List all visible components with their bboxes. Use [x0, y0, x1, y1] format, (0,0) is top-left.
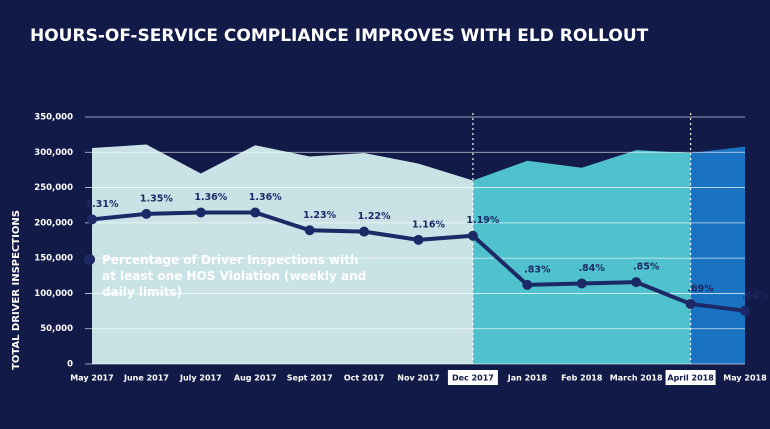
data-label: .69%	[687, 283, 714, 294]
x-tick-label: Nov 2017	[397, 374, 439, 383]
y-tick-label: 0	[67, 360, 73, 370]
point	[685, 298, 696, 309]
point	[87, 214, 97, 225]
point	[304, 225, 315, 236]
data-label: .84%	[579, 263, 606, 274]
x-tick-label: Sept 2017	[287, 374, 333, 383]
y-tick-label: 200,000	[34, 218, 73, 228]
x-tick-label: Oct 2017	[344, 374, 384, 383]
x-tick-label: Aug 2017	[234, 374, 277, 383]
y-tick-label: 150,000	[34, 254, 73, 264]
point	[141, 208, 152, 219]
data-label: .85%	[633, 262, 660, 273]
legend-marker	[84, 254, 95, 265]
point	[522, 279, 533, 290]
point	[576, 278, 587, 289]
y-tick-label: 350,000	[34, 113, 73, 123]
x-tick-label: June 2017	[123, 374, 169, 383]
point	[631, 277, 642, 288]
area	[92, 144, 745, 364]
legend: Percentage of Driver Inspections with at…	[84, 252, 374, 300]
legend-label: Percentage of Driver Inspections with at…	[102, 253, 367, 299]
y-tick-label: 100,000	[34, 289, 73, 299]
y-axis-label: TOTAL DRIVER INSPECTIONS	[11, 210, 22, 370]
x-tick-label: July 2017	[179, 374, 222, 383]
data-label: 1.36%	[249, 192, 282, 203]
data-label: 1.16%	[412, 219, 445, 230]
point	[740, 305, 750, 316]
data-label: 1.19%	[466, 215, 499, 226]
data-label: 1.36%	[194, 192, 227, 203]
x-tick-label: May 2018	[723, 374, 767, 383]
y-tick-label: 300,000	[34, 148, 73, 158]
data-label: .83%	[524, 264, 551, 275]
data-label: .64%	[742, 290, 769, 301]
data-label: 1.35%	[140, 193, 173, 204]
y-tick-label: 250,000	[34, 183, 73, 193]
x-tick-highlight	[665, 370, 716, 385]
x-tick-highlight	[447, 370, 498, 385]
data-label: 1.23%	[303, 210, 336, 221]
x-tick-label: Jan 2018	[507, 374, 548, 383]
data-label: 1.31%	[86, 199, 119, 210]
point	[359, 226, 370, 237]
point	[413, 234, 424, 245]
x-tick-label: Feb 2018	[561, 374, 603, 383]
data-label: 1.22%	[358, 211, 391, 222]
x-tick-label: Dec 2017	[452, 374, 494, 383]
point	[467, 230, 478, 241]
y-tick-label: 50,000	[40, 324, 73, 334]
point	[250, 207, 261, 218]
x-tick-label: April 2018	[667, 374, 714, 383]
x-tick-label: May 2017	[70, 374, 113, 383]
chart-title: HOURS-OF-SERVICE COMPLIANCE IMPROVES WIT…	[30, 26, 649, 46]
x-tick-label: March 2018	[610, 374, 663, 383]
point	[195, 207, 206, 218]
